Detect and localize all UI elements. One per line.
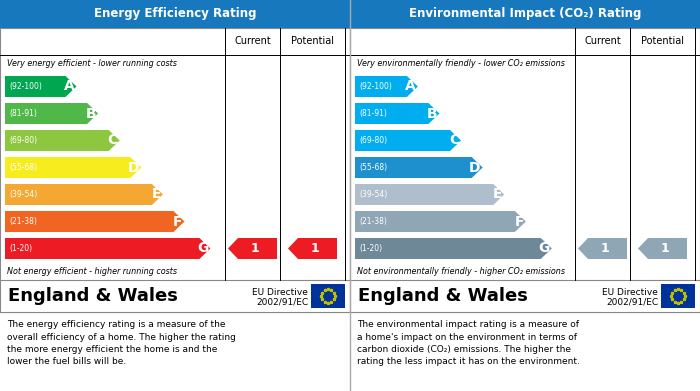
Polygon shape: [5, 184, 163, 205]
Polygon shape: [355, 103, 440, 124]
Bar: [350, 280, 700, 312]
Text: C: C: [449, 133, 459, 147]
Text: (39-54): (39-54): [9, 190, 37, 199]
Polygon shape: [355, 130, 461, 151]
Text: Current: Current: [234, 36, 271, 47]
Text: (1-20): (1-20): [359, 244, 382, 253]
Bar: [311, 284, 345, 308]
Text: E: E: [151, 188, 161, 201]
Bar: [0, 28, 350, 312]
Text: (1-20): (1-20): [9, 244, 32, 253]
Text: A: A: [64, 79, 74, 93]
Text: D: D: [128, 160, 139, 174]
Text: Not environmentally friendly - higher CO₂ emissions: Not environmentally friendly - higher CO…: [357, 267, 565, 276]
Polygon shape: [355, 238, 552, 259]
Bar: [350, 0, 700, 28]
Text: 1: 1: [661, 242, 669, 255]
Text: (92-100): (92-100): [359, 82, 392, 91]
Polygon shape: [228, 238, 277, 259]
Text: D: D: [469, 160, 481, 174]
Polygon shape: [638, 238, 687, 259]
Text: Potential: Potential: [641, 36, 684, 47]
Polygon shape: [355, 184, 504, 205]
Polygon shape: [5, 238, 211, 259]
Polygon shape: [5, 130, 120, 151]
Bar: [0, 280, 350, 312]
Text: A: A: [405, 79, 416, 93]
Polygon shape: [5, 211, 185, 232]
Text: C: C: [107, 133, 118, 147]
Polygon shape: [355, 76, 418, 97]
Polygon shape: [355, 211, 526, 232]
Text: (69-80): (69-80): [359, 136, 387, 145]
Text: B: B: [85, 106, 96, 120]
Text: G: G: [538, 242, 550, 255]
Text: 1: 1: [311, 242, 319, 255]
Text: F: F: [514, 215, 524, 228]
Text: EU Directive: EU Directive: [252, 288, 308, 297]
Text: Environmental Impact (CO₂) Rating: Environmental Impact (CO₂) Rating: [409, 7, 641, 20]
Text: England & Wales: England & Wales: [8, 287, 178, 305]
Bar: [661, 284, 695, 308]
Text: F: F: [173, 215, 183, 228]
Text: Current: Current: [584, 36, 621, 47]
Text: (92-100): (92-100): [9, 82, 42, 91]
Text: 2002/91/EC: 2002/91/EC: [256, 297, 308, 306]
Text: England & Wales: England & Wales: [358, 287, 528, 305]
Text: (55-68): (55-68): [359, 163, 387, 172]
Text: Potential: Potential: [291, 36, 334, 47]
Text: B: B: [427, 106, 438, 120]
Text: (39-54): (39-54): [359, 190, 387, 199]
Text: 1: 1: [251, 242, 259, 255]
Text: The energy efficiency rating is a measure of the
overall efficiency of a home. T: The energy efficiency rating is a measur…: [7, 320, 236, 366]
Text: EU Directive: EU Directive: [602, 288, 658, 297]
Text: Energy Efficiency Rating: Energy Efficiency Rating: [94, 7, 256, 20]
Text: 1: 1: [601, 242, 609, 255]
Text: (55-68): (55-68): [9, 163, 37, 172]
Polygon shape: [578, 238, 627, 259]
Text: Very energy efficient - lower running costs: Very energy efficient - lower running co…: [7, 59, 177, 68]
Text: (21-38): (21-38): [9, 217, 37, 226]
Polygon shape: [5, 103, 98, 124]
Text: E: E: [493, 188, 502, 201]
Text: Very environmentally friendly - lower CO₂ emissions: Very environmentally friendly - lower CO…: [357, 59, 565, 68]
Text: The environmental impact rating is a measure of
a home's impact on the environme: The environmental impact rating is a mea…: [357, 320, 580, 366]
Polygon shape: [288, 238, 337, 259]
Text: Not energy efficient - higher running costs: Not energy efficient - higher running co…: [7, 267, 177, 276]
Text: 2002/91/EC: 2002/91/EC: [606, 297, 658, 306]
Bar: [0, 0, 350, 28]
Text: (81-91): (81-91): [9, 109, 37, 118]
Polygon shape: [5, 157, 141, 178]
Text: G: G: [197, 242, 209, 255]
Text: (69-80): (69-80): [9, 136, 37, 145]
Bar: [350, 28, 700, 312]
Polygon shape: [5, 76, 76, 97]
Text: (81-91): (81-91): [359, 109, 387, 118]
Text: (21-38): (21-38): [359, 217, 387, 226]
Polygon shape: [355, 157, 482, 178]
